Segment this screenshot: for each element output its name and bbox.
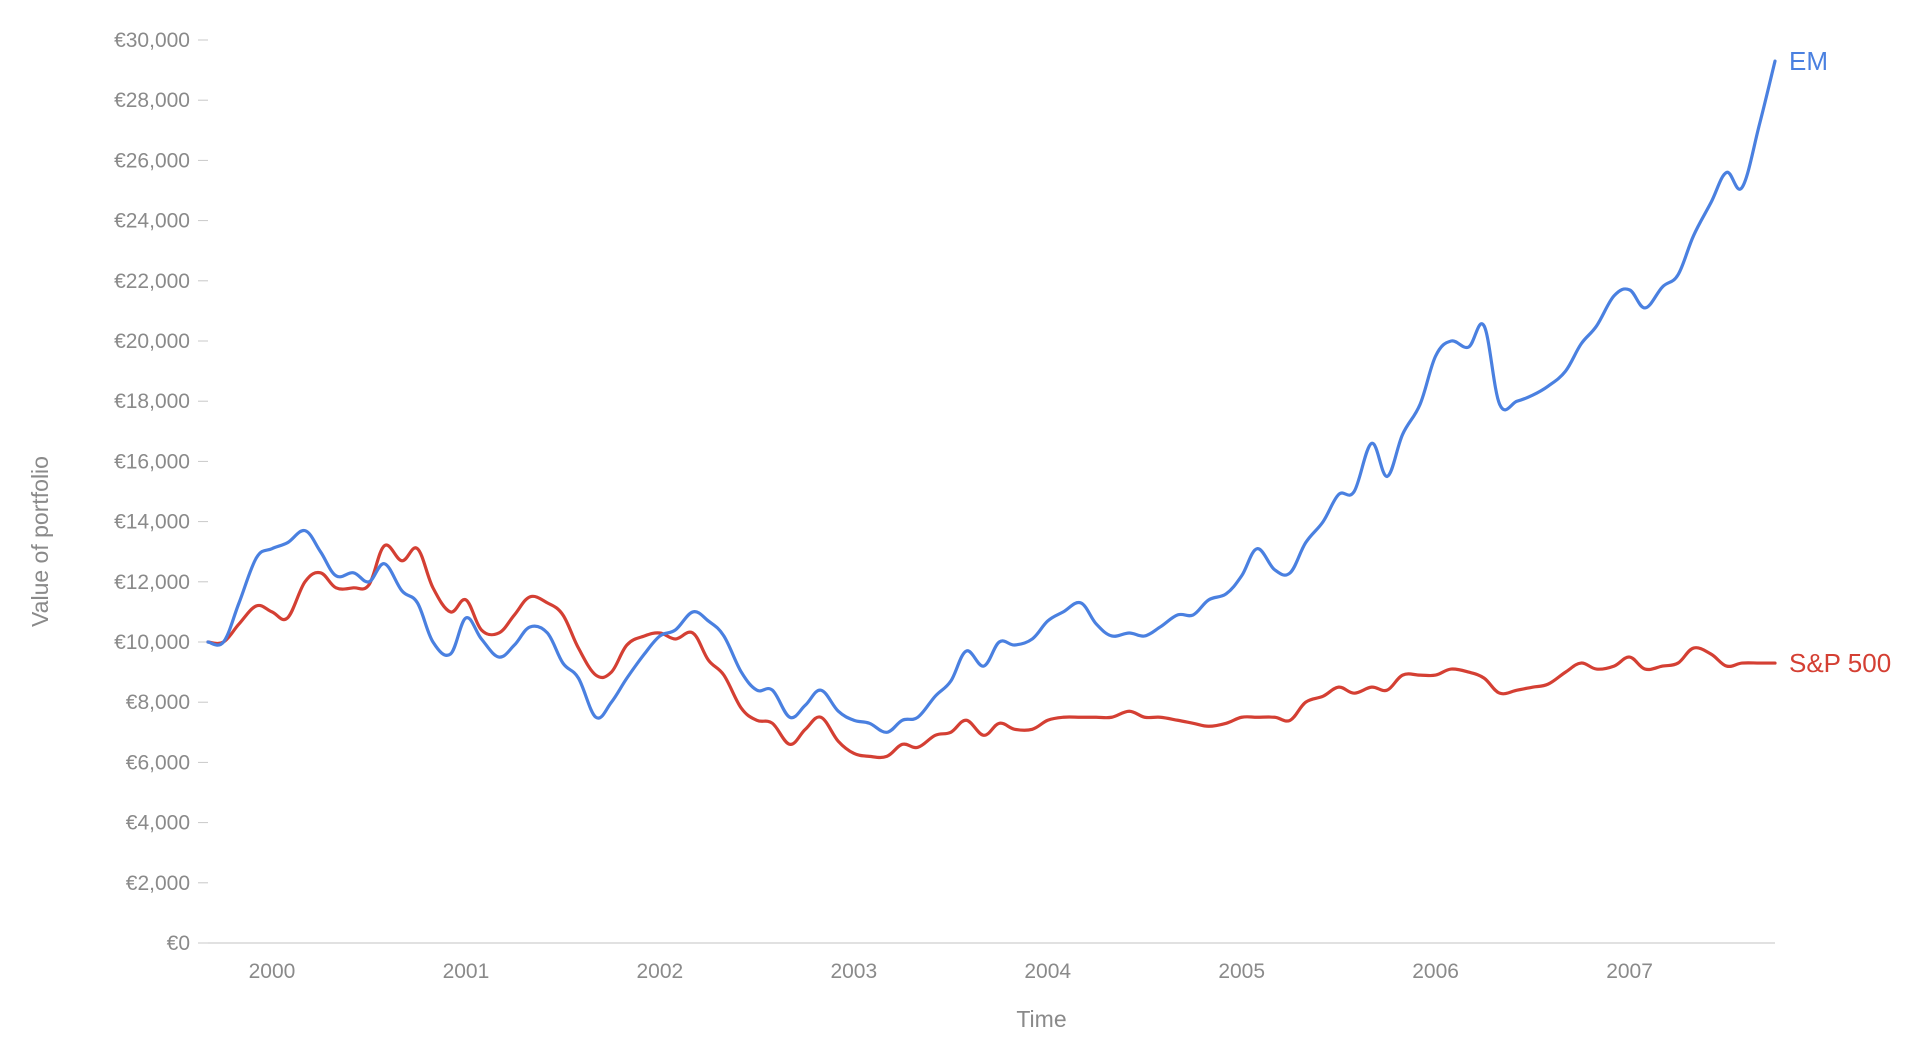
series-line-s-p-500 [206, 543, 1777, 760]
x-tick-label: 2003 [830, 960, 877, 983]
y-tick-label: €16,000 [114, 450, 190, 473]
y-tick-label: €20,000 [114, 330, 190, 353]
y-axis-title: Value of portfolio [27, 456, 53, 627]
x-axis: 2000 2001 2002 2003 2004 2005 2006 2007 [208, 942, 1775, 983]
y-tick-label: €12,000 [114, 571, 190, 594]
y-tick-label: €22,000 [114, 270, 190, 293]
x-tick-label: 2004 [1024, 960, 1071, 983]
y-tick-label: €8,000 [126, 691, 190, 714]
x-tick-label: 2006 [1412, 960, 1459, 983]
y-tick-label: €10,000 [114, 631, 190, 654]
y-tick-label: €30,000 [114, 29, 190, 52]
x-tick-label: 2007 [1606, 960, 1653, 983]
x-tick-label: 2002 [637, 960, 684, 983]
series-line-em [206, 59, 1777, 734]
y-tick-label: €4,000 [126, 812, 190, 835]
series-label-s-p-500: S&P 500 [1789, 648, 1891, 678]
y-tick-label: €14,000 [114, 511, 190, 534]
y-tick-label: €0 [167, 932, 190, 955]
y-axis: €0 €2,000 €4,000 €6,000 €8,000 €10,000 €12,000… [114, 29, 208, 955]
y-tick-label: €6,000 [126, 751, 190, 774]
y-tick-label: €18,000 [114, 390, 190, 413]
x-tick-label: 2005 [1218, 960, 1265, 983]
y-tick-label: €24,000 [114, 210, 190, 233]
y-tick-label: €28,000 [114, 89, 190, 112]
y-tick-label: €26,000 [114, 149, 190, 172]
series-layer: S&P 500 EM [206, 46, 1891, 760]
x-axis-title: Time [1016, 1006, 1066, 1032]
series-label-em: EM [1789, 46, 1828, 76]
x-tick-label: 2000 [249, 960, 296, 983]
y-tick-label: €2,000 [126, 872, 190, 895]
x-tick-label: 2001 [443, 960, 490, 983]
